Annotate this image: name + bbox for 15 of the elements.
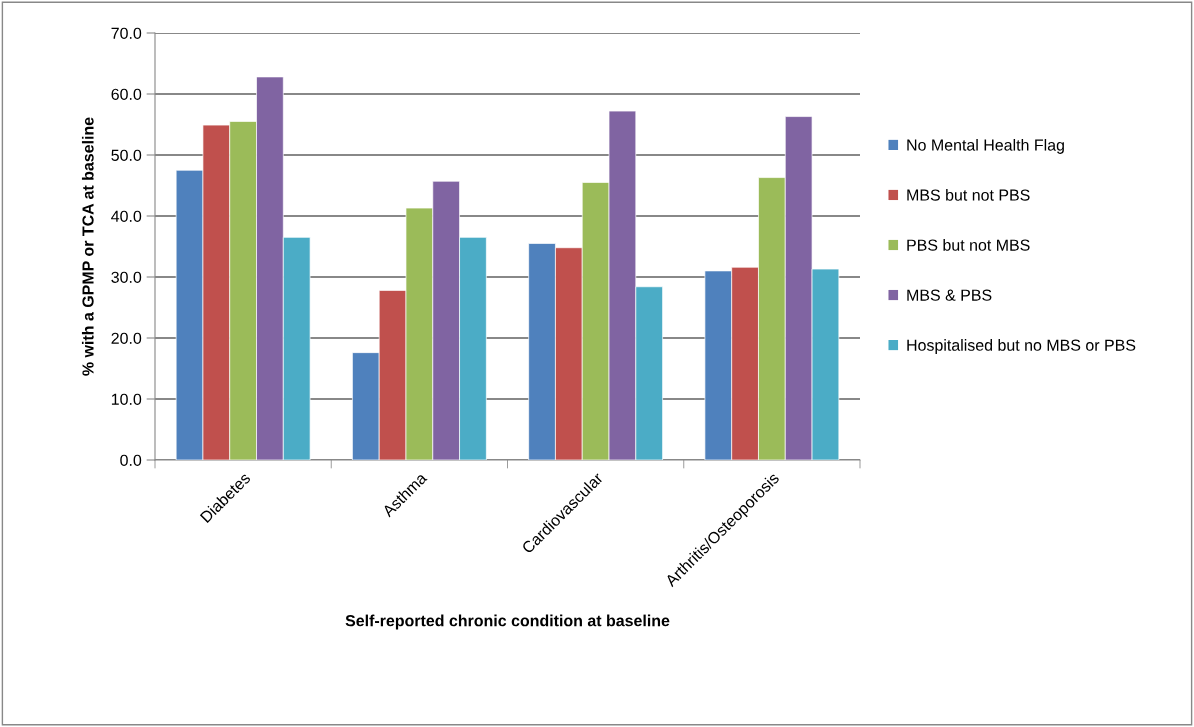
y-tick-label: 50.0: [111, 149, 142, 161]
y-tick-label: 60.0: [111, 88, 142, 100]
legend-label: MBS but not PBS: [907, 189, 1030, 201]
legend-label: Hospitalised but no MBS or PBS: [907, 339, 1136, 354]
legend-label: MBS & PBS: [907, 289, 992, 301]
y-tick-label: 20.0: [111, 332, 142, 344]
y-tick-label: 30.0: [111, 271, 142, 283]
y-tick-label: 70.0: [111, 27, 142, 39]
y-tick-label: 10.0: [111, 393, 142, 405]
y-axis-title: % with a GPMP or TCA at baseline: [81, 117, 94, 376]
legend-label: No Mental Health Flag: [907, 139, 1064, 154]
y-tick-label: 40.0: [111, 210, 142, 222]
legend-label: PBS but not MBS: [907, 239, 1030, 251]
y-tick-label: 0.0: [120, 454, 142, 466]
x-axis-title: Self-reported chronic condition at baseline: [345, 614, 670, 630]
